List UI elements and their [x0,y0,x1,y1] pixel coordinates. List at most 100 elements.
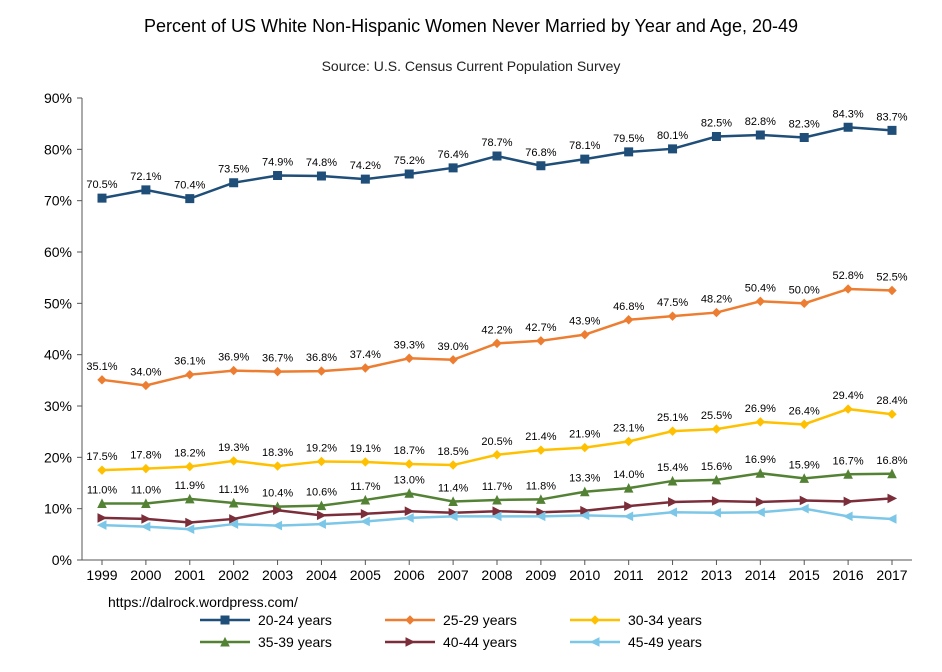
data-label: 21.9% [569,429,600,441]
x-tick-label: 2005 [350,567,381,583]
data-label: 70.5% [86,179,117,191]
data-label: 84.3% [833,108,864,120]
data-label: 13.3% [569,473,600,485]
data-label: 21.4% [525,431,556,443]
legend-label: 40-44 years [443,634,517,650]
data-label: 70.4% [174,180,205,192]
series-marker [493,152,501,160]
legend-label: 35-39 years [258,634,332,650]
data-label: 50.4% [745,282,776,294]
series-marker [669,427,677,435]
series-marker [317,457,325,465]
data-label: 11.7% [350,481,381,493]
data-label: 11.0% [131,485,162,497]
series-marker [317,367,325,375]
data-label: 50.0% [789,284,820,296]
legend-swatch-marker [221,616,229,624]
series-marker [800,496,808,504]
data-label: 36.9% [218,352,249,364]
x-tick-label: 2013 [701,567,732,583]
series-marker [98,514,106,522]
series-marker [142,523,150,531]
series-marker [756,508,764,516]
series-marker [361,510,369,518]
series-marker [274,462,282,470]
series-marker [844,512,852,520]
series-marker [888,515,896,523]
y-tick-label: 80% [44,141,72,157]
data-label: 36.1% [174,356,205,368]
data-label: 35.1% [86,361,117,373]
x-tick-label: 2008 [481,567,512,583]
data-label: 43.9% [569,316,600,328]
data-label: 26.9% [745,403,776,415]
series-marker [493,339,501,347]
series-marker [98,194,106,202]
series-marker [581,331,589,339]
series-marker [581,155,589,163]
series-marker [756,498,764,506]
data-label: 28.4% [876,395,907,407]
series-marker [142,381,150,389]
data-label: 16.7% [833,455,864,467]
series-marker [625,148,633,156]
data-label: 16.9% [745,454,776,466]
data-label: 76.4% [438,149,469,161]
series-marker [449,461,457,469]
series-marker [186,371,194,379]
chart-container: Percent of US White Non-Hispanic Women N… [0,0,942,672]
y-tick-label: 70% [44,193,72,209]
series-marker [888,126,896,134]
data-label: 83.7% [876,111,907,123]
data-label: 25.1% [657,412,688,424]
series-marker [844,123,852,131]
series-marker [274,522,282,530]
x-tick-label: 2012 [657,567,688,583]
series-marker [405,460,413,468]
data-label: 74.9% [262,157,293,169]
series-marker [230,457,238,465]
data-label: 11.9% [175,480,206,492]
data-label: 13.0% [394,474,425,486]
data-label: 15.9% [789,459,820,471]
series-marker [669,508,677,516]
data-label: 42.7% [525,322,556,334]
legend-swatch-marker [591,638,599,646]
series-marker [186,463,194,471]
series-marker [449,356,457,364]
y-tick-label: 20% [44,449,72,465]
series-line [102,289,892,386]
series-marker [230,179,238,187]
series-marker [625,502,633,510]
data-label: 23.1% [613,422,644,434]
series-marker [712,509,720,517]
series-marker [537,446,545,454]
legend-label: 30-34 years [628,612,702,628]
legend-label: 45-49 years [628,634,702,650]
y-tick-label: 50% [44,295,72,311]
series-marker [669,312,677,320]
data-label: 17.8% [130,450,161,462]
x-tick-label: 2002 [218,567,249,583]
x-tick-label: 2011 [614,567,644,583]
data-label: 74.2% [350,160,381,172]
x-tick-label: 2007 [438,567,469,583]
x-tick-label: 2016 [833,567,864,583]
x-tick-label: 2017 [876,567,907,583]
data-label: 11.1% [218,484,249,496]
data-label: 18.5% [438,446,469,458]
series-marker [625,437,633,445]
x-tick-label: 2014 [745,567,776,583]
series-marker [142,186,150,194]
x-tick-label: 2010 [569,567,600,583]
series-marker [405,354,413,362]
data-label: 15.4% [657,462,688,474]
series-marker [756,131,764,139]
data-label: 52.5% [876,272,907,284]
x-tick-label: 2001 [174,567,205,583]
data-label: 18.2% [174,448,205,460]
data-label: 42.2% [481,324,512,336]
data-label: 19.2% [306,442,337,454]
data-label: 11.4% [438,482,469,494]
series-marker [669,145,677,153]
